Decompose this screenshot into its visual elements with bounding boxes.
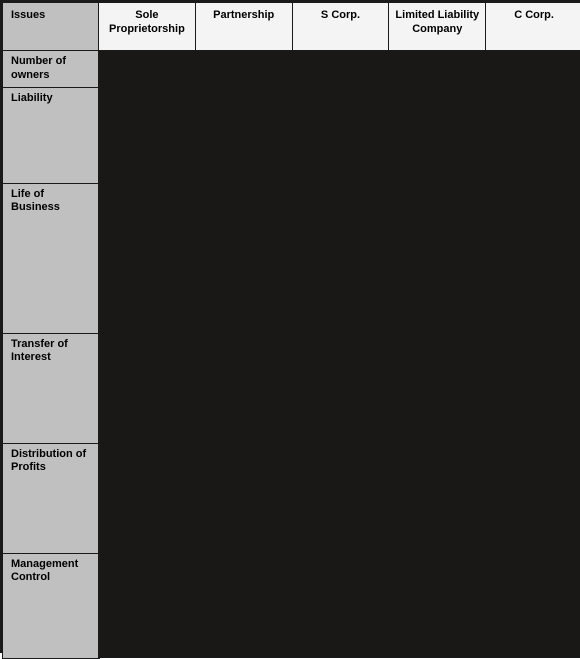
comparison-table-container: Issues Sole Proprietorship Partnership S… [0,0,580,653]
col-header-s-corp: S Corp. [292,3,389,51]
col-header-c-corp: C Corp. [486,3,580,51]
row-header: Transfer of Interest [3,333,99,443]
table-body: Number of ownersLiabilityLife of Busines… [3,51,580,659]
row-header: Life of Business [3,183,99,333]
row-body-cell [99,51,580,88]
col-header-llc: Limited Liability Company [389,3,486,51]
row-body-cell [99,333,580,443]
col-header-sole-proprietorship: Sole Proprietorship [99,3,196,51]
table-row: Transfer of Interest [3,333,580,443]
comparison-table: Issues Sole Proprietorship Partnership S… [2,2,580,659]
row-header: Liability [3,87,99,183]
table-row: Distribution of Profits [3,443,580,553]
row-body-cell [99,553,580,658]
row-header: Distribution of Profits [3,443,99,553]
table-row: Liability [3,87,580,183]
row-header: Management Control [3,553,99,658]
table-header-row: Issues Sole Proprietorship Partnership S… [3,3,580,51]
row-body-cell [99,443,580,553]
col-header-issues: Issues [3,3,99,51]
table-row: Life of Business [3,183,580,333]
row-body-cell [99,183,580,333]
table-row: Management Control [3,553,580,658]
table-row: Number of owners [3,51,580,88]
row-body-cell [99,87,580,183]
row-header: Number of owners [3,51,99,88]
col-header-partnership: Partnership [195,3,292,51]
